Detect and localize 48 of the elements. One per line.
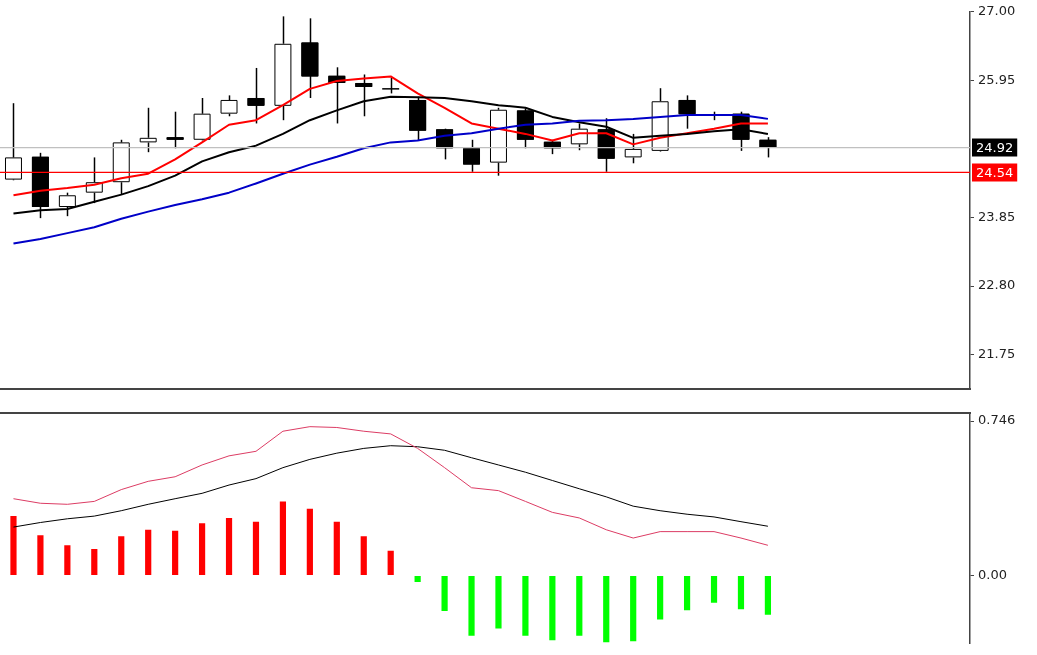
- bar: [683, 576, 691, 611]
- candlestick: [166, 110, 184, 150]
- bar: [630, 576, 637, 642]
- y-tick-label: 22.80: [978, 277, 1016, 293]
- candlestick: [139, 107, 157, 153]
- bar: [64, 545, 71, 576]
- bar: [414, 576, 421, 582]
- bar: [710, 576, 718, 603]
- bar: [764, 576, 772, 615]
- bar: [118, 536, 125, 576]
- y-tick-label: 25.95: [978, 71, 1016, 87]
- candlestick: [463, 139, 481, 173]
- bar: [387, 550, 394, 576]
- bar: [37, 535, 44, 576]
- candlestick: [624, 133, 642, 165]
- bar: [279, 501, 287, 576]
- bar: [198, 523, 206, 576]
- bar: [91, 549, 98, 576]
- bar: [549, 576, 556, 641]
- bar: [252, 521, 260, 576]
- bar: [333, 521, 340, 576]
- bar: [306, 508, 313, 576]
- bar: [737, 576, 745, 610]
- bar: [522, 576, 529, 636]
- ref-line-label: 24.92: [976, 139, 1014, 155]
- candlestick: [247, 67, 265, 125]
- bar: [576, 576, 583, 636]
- candlestick: [220, 94, 238, 118]
- bar: [360, 536, 367, 576]
- candlestick: [570, 122, 588, 151]
- bar: [603, 576, 610, 643]
- ref-line-label: 24.54: [976, 164, 1014, 180]
- y-tick-label: 21.75: [978, 345, 1016, 361]
- bar: [657, 576, 664, 620]
- y-tick-label: 27.00: [978, 3, 1016, 19]
- y-tick-label: 0.746: [978, 412, 1016, 428]
- bar: [495, 576, 502, 629]
- y-tick-label: 0.00: [978, 566, 1007, 582]
- bar: [468, 576, 475, 636]
- bar: [172, 530, 179, 576]
- candlestick: [759, 136, 777, 159]
- bar: [10, 516, 17, 576]
- y-tick-label: 23.85: [978, 208, 1016, 224]
- candlestick: [678, 94, 696, 130]
- bar: [225, 517, 233, 576]
- bar: [441, 576, 448, 612]
- bar: [145, 529, 152, 576]
- candlestick: [4, 102, 22, 182]
